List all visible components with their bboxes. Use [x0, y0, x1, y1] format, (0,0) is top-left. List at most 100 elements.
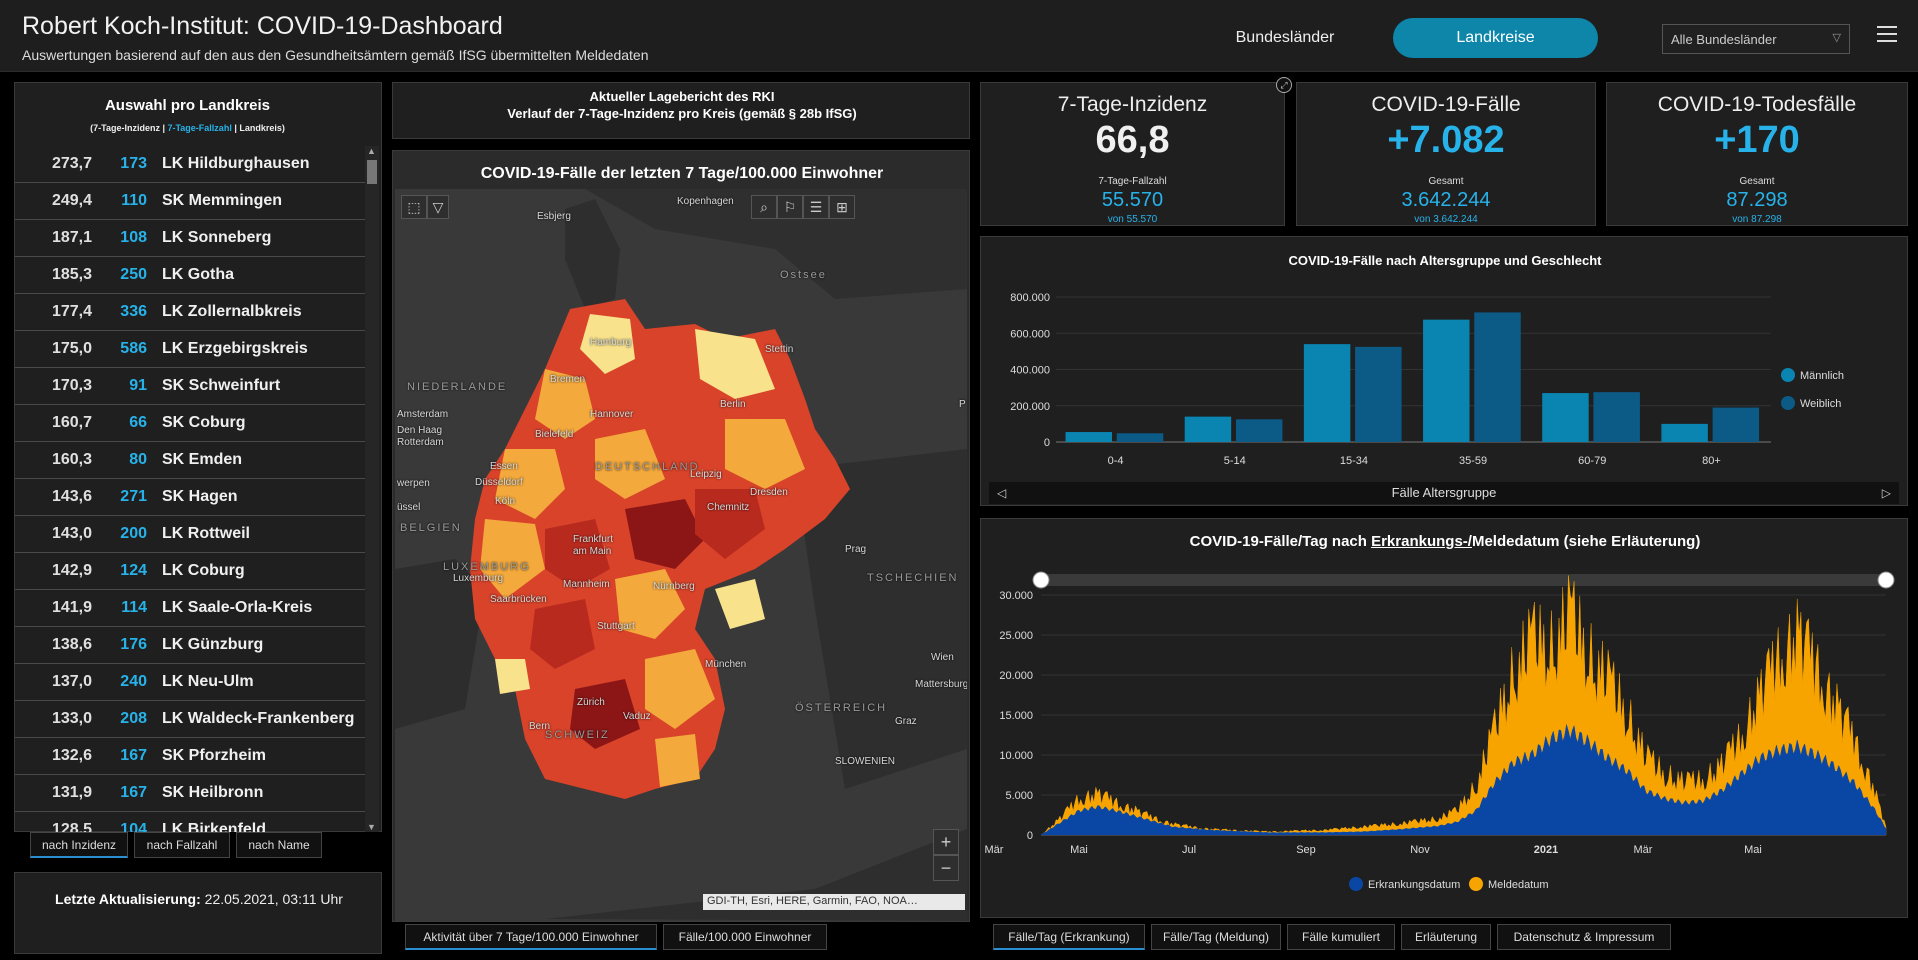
tab-faelle-kumuliert[interactable]: Fälle kumuliert [1287, 924, 1395, 950]
dashboard-header: Robert Koch-Institut: COVID-19-Dashboard… [0, 0, 1918, 72]
landkreis-row[interactable]: 273,7 173 LK Hildburghausen [15, 146, 365, 183]
list-scrollbar[interactable]: ▲ ▼ [365, 146, 379, 832]
landkreis-row[interactable]: 133,0 208 LK Waldeck-Frankenberg [15, 701, 365, 738]
legend-swatch[interactable] [1781, 396, 1795, 410]
landkreis-case-count: 173 [120, 155, 147, 172]
chevron-left-icon[interactable]: ◁ [997, 486, 1007, 500]
landkreis-row[interactable]: 128,5 104 LK Birkenfeld [15, 812, 365, 832]
legend-list-icon[interactable]: ☰ [803, 195, 829, 219]
map-label: üssel [397, 502, 421, 513]
bar-weiblich-15-34[interactable] [1355, 346, 1402, 442]
legend-part-name: | Landkreis) [231, 123, 285, 133]
kpi-title: 7-Tage-Inzidenz [1057, 93, 1208, 116]
germany-map[interactable]: Kopenhagen Esbjerg Ostsee Hamburg Stetti… [395, 189, 967, 921]
landkreis-row[interactable]: 160,3 80 SK Emden [15, 442, 365, 479]
expand-icon[interactable]: ⤢ [1276, 77, 1292, 93]
range-slider-handle-start[interactable] [1032, 571, 1050, 589]
rki-incidence-link[interactable]: Verlauf der 7-Tage-Inzidenz pro Kreis (g… [507, 106, 857, 121]
landkreis-case-count: 80 [129, 451, 147, 468]
chevron-right-icon[interactable]: ▷ [1881, 486, 1891, 500]
tab-faelle-meldung[interactable]: Fälle/Tag (Meldung) [1151, 924, 1281, 950]
last-update-panel: Letzte Aktualisierung: 22.05.2021, 03:11… [14, 872, 382, 954]
bar-weiblich-80+[interactable] [1712, 407, 1760, 442]
map-label: Esbjerg [537, 211, 571, 222]
y-tick-label: 30.000 [999, 590, 1033, 602]
chevron-down-icon[interactable]: ▽ [427, 195, 449, 219]
bar-weiblich-5-14[interactable] [1235, 419, 1283, 442]
zoom-in-icon[interactable]: + [933, 829, 959, 855]
landkreis-row[interactable]: 160,7 66 SK Coburg [15, 405, 365, 442]
landkreis-row[interactable]: 177,4 336 LK Zollernalbkreis [15, 294, 365, 331]
landkreis-row[interactable]: 137,0 240 LK Neu-Ulm [15, 664, 365, 701]
tab-faelle-pro-einwohner[interactable]: Fälle/100.000 Einwohner [663, 924, 827, 950]
bundeslaender-button[interactable]: Bundesländer [1235, 29, 1335, 46]
kpi-sub-label: Gesamt [1739, 176, 1775, 187]
scrollbar-thumb[interactable] [367, 160, 377, 184]
landkreis-row[interactable]: 141,9 114 LK Saale-Orla-Kreis [15, 590, 365, 627]
rki-report-panel[interactable]: Aktueller Lagebericht des RKI Verlauf de… [392, 82, 970, 139]
landkreis-row[interactable]: 170,3 91 SK Schweinfurt [15, 368, 365, 405]
landkreis-incidence: 131,9 [51, 784, 92, 801]
landkreis-row[interactable]: 143,6 271 SK Hagen [15, 479, 365, 516]
bookmark-icon[interactable]: ⚐ [777, 195, 803, 219]
daily-chart-title: COVID-19-Fälle/Tag nach Erkrankungs-/Mel… [981, 533, 1909, 550]
landkreis-row[interactable]: 132,6 167 SK Pforzheim [15, 738, 365, 775]
landkreis-row[interactable]: 131,9 167 SK Heilbronn [15, 775, 365, 812]
landkreis-case-count: 336 [120, 303, 147, 320]
landkreis-name: SK Hagen [162, 488, 238, 505]
bar-weiblich-60-79[interactable] [1593, 392, 1640, 442]
legend-swatch[interactable] [1469, 877, 1483, 891]
bar-männlich-35-59[interactable] [1423, 319, 1470, 442]
daily-area-chart[interactable]: 0 5.000 10.000 15.000 20.000 25.000 30.000 Mär M… [981, 519, 1909, 919]
daily-title-link[interactable]: Erkrankungs-/ [1371, 533, 1472, 550]
bar-männlich-80+[interactable] [1661, 423, 1708, 442]
age-bar-chart[interactable]: 0 200.000 400.000 600.000 800.000 0-4 5-14 15-3… [981, 237, 1909, 477]
bar-männlich-5-14[interactable] [1184, 416, 1232, 442]
germany-districts[interactable] [470, 299, 850, 799]
landkreis-row[interactable]: 142,9 124 LK Coburg [15, 553, 365, 590]
x-tick-label: 15-34 [1340, 455, 1368, 467]
bar-männlich-60-79[interactable] [1542, 393, 1589, 442]
landkreise-button[interactable]: Landkreise [1393, 18, 1598, 58]
landkreis-row[interactable]: 187,1 108 LK Sonneberg [15, 220, 365, 257]
basemap-gallery-icon[interactable]: ⊞ [829, 195, 855, 219]
range-slider-handle-end[interactable] [1877, 571, 1895, 589]
tab-nach-name[interactable]: nach Name [236, 832, 322, 858]
bar-weiblich-35-59[interactable] [1474, 312, 1521, 442]
map-attribution[interactable]: GDI-TH, Esri, HERE, Garmin, FAO, NOA… [703, 894, 965, 910]
legend-swatch[interactable] [1781, 368, 1795, 382]
landkreis-row[interactable]: 175,0 586 LK Erzgebirgskreis [15, 331, 365, 368]
menu-icon[interactable] [1877, 26, 1897, 44]
tab-aktivitaet[interactable]: Aktivität über 7 Tage/100.000 Einwohner [405, 924, 657, 950]
tab-faelle-erkrankung[interactable]: Fälle/Tag (Erkrankung) [993, 924, 1145, 950]
zoom-out-icon[interactable]: − [933, 855, 959, 881]
scroll-up-icon[interactable]: ▲ [367, 146, 376, 156]
tab-nach-fallzahl[interactable]: nach Fallzahl [134, 832, 230, 858]
landkreis-row[interactable]: 143,0 200 LK Rottweil [15, 516, 365, 553]
kpi-sub-label: Gesamt [1428, 176, 1464, 187]
tab-datenschutz[interactable]: Datenschutz & Impressum [1497, 924, 1671, 950]
bundesland-select[interactable]: Alle Bundesländer ▽ [1662, 24, 1850, 54]
map-svg[interactable] [395, 189, 967, 921]
tab-nach-inzidenz[interactable]: nach Inzidenz [30, 832, 128, 858]
bar-männlich-15-34[interactable] [1303, 344, 1351, 442]
landkreis-row[interactable]: 138,6 176 LK Günzburg [15, 627, 365, 664]
landkreis-name: LK Neu-Ulm [162, 673, 254, 690]
legend-swatch[interactable] [1349, 877, 1363, 891]
landkreis-panel-title: Auswahl pro Landkreis [104, 97, 271, 114]
bar-männlich-0-4[interactable] [1065, 432, 1113, 442]
scroll-down-icon[interactable]: ▼ [367, 822, 376, 832]
search-icon[interactable]: ⌕ [751, 195, 777, 219]
landkreis-row[interactable]: 249,4 110 SK Memmingen [15, 183, 365, 220]
bar-weiblich-0-4[interactable] [1116, 433, 1164, 442]
tab-erlaeuterung[interactable]: Erläuterung [1401, 924, 1491, 950]
rki-report-link[interactable]: Aktueller Lagebericht des RKI [589, 89, 775, 104]
area-erkrankungsdatum[interactable] [1040, 724, 1887, 836]
select-tool-icon[interactable]: ⬚ [401, 195, 427, 219]
map-label: Leipzig [690, 469, 722, 480]
landkreis-name: SK Memmingen [162, 192, 283, 209]
map-label: Hamburg [590, 337, 632, 348]
range-slider-track[interactable] [1041, 574, 1886, 586]
landkreis-row[interactable]: 185,3 250 LK Gotha [15, 257, 365, 294]
map-label: Den Haag [397, 425, 443, 436]
